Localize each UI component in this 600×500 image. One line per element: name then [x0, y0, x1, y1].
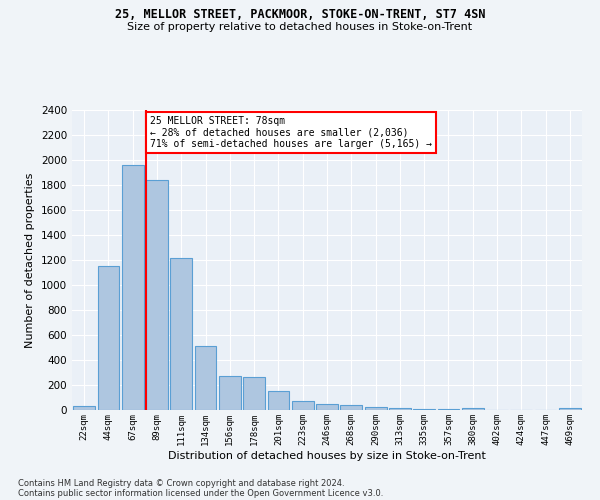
Bar	[316, 404, 338, 410]
Bar	[340, 405, 362, 410]
Bar	[462, 408, 484, 410]
Y-axis label: Number of detached properties: Number of detached properties	[25, 172, 35, 348]
Bar	[268, 390, 289, 410]
Bar	[389, 408, 411, 410]
Bar	[365, 407, 386, 410]
X-axis label: Distribution of detached houses by size in Stoke-on-Trent: Distribution of detached houses by size …	[168, 450, 486, 460]
Bar	[97, 266, 119, 410]
Bar	[122, 165, 143, 410]
Bar	[243, 377, 265, 410]
Text: Contains HM Land Registry data © Crown copyright and database right 2024.: Contains HM Land Registry data © Crown c…	[18, 478, 344, 488]
Bar	[73, 406, 95, 410]
Bar	[146, 180, 168, 410]
Bar	[292, 400, 314, 410]
Text: 25, MELLOR STREET, PACKMOOR, STOKE-ON-TRENT, ST7 4SN: 25, MELLOR STREET, PACKMOOR, STOKE-ON-TR…	[115, 8, 485, 20]
Text: 25 MELLOR STREET: 78sqm
← 28% of detached houses are smaller (2,036)
71% of semi: 25 MELLOR STREET: 78sqm ← 28% of detache…	[150, 116, 432, 150]
Bar	[194, 346, 217, 410]
Bar	[559, 408, 581, 410]
Bar	[413, 409, 435, 410]
Bar	[219, 376, 241, 410]
Text: Contains public sector information licensed under the Open Government Licence v3: Contains public sector information licen…	[18, 488, 383, 498]
Bar	[170, 258, 192, 410]
Text: Size of property relative to detached houses in Stoke-on-Trent: Size of property relative to detached ho…	[127, 22, 473, 32]
